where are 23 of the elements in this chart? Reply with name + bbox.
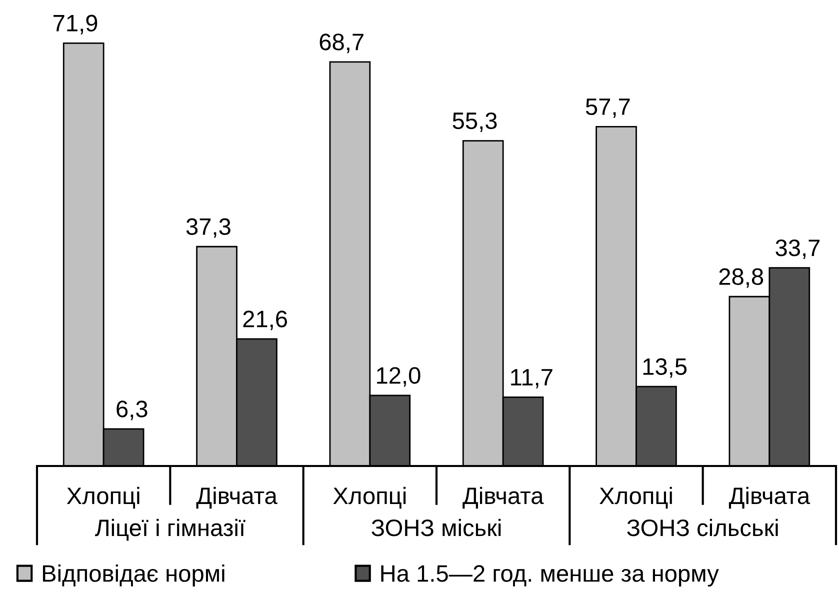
- text: ЗОНЗ сільські: [627, 518, 778, 536]
- data-label: 68,7: [320, 34, 364, 54]
- x-tick-label: Хлопці: [66, 486, 140, 509]
- data-label: 71,9: [54, 14, 98, 34]
- data-label: 28,8: [719, 268, 764, 288]
- data-label: 33,7: [776, 239, 820, 259]
- data-label: 55,3: [452, 112, 497, 132]
- data-label: 13,5: [643, 358, 687, 378]
- x-tick-label: Дівчата: [462, 486, 544, 509]
- data-label: 57,7: [586, 98, 630, 118]
- data-label: 37,3: [186, 218, 230, 238]
- legend-label: Відповідає нормі: [42, 564, 224, 587]
- data-label: 6,3: [116, 400, 148, 420]
- data-label: 12,0: [377, 367, 420, 387]
- x-tick-label: Хлопці: [600, 486, 672, 509]
- x-tick-label: Хлопці: [333, 486, 406, 509]
- data-label: 11,7: [511, 369, 552, 388]
- data-label: 21,6: [243, 310, 287, 330]
- x-tick-label: Дівчата: [728, 486, 810, 509]
- text: ЗОНЗ міські: [372, 518, 501, 536]
- x-tick-label: Дівчата: [196, 486, 278, 509]
- legend-label: На 1.5—2 год. менше за норму: [381, 565, 719, 587]
- text: Ліцеї і гімназії: [95, 518, 246, 541]
